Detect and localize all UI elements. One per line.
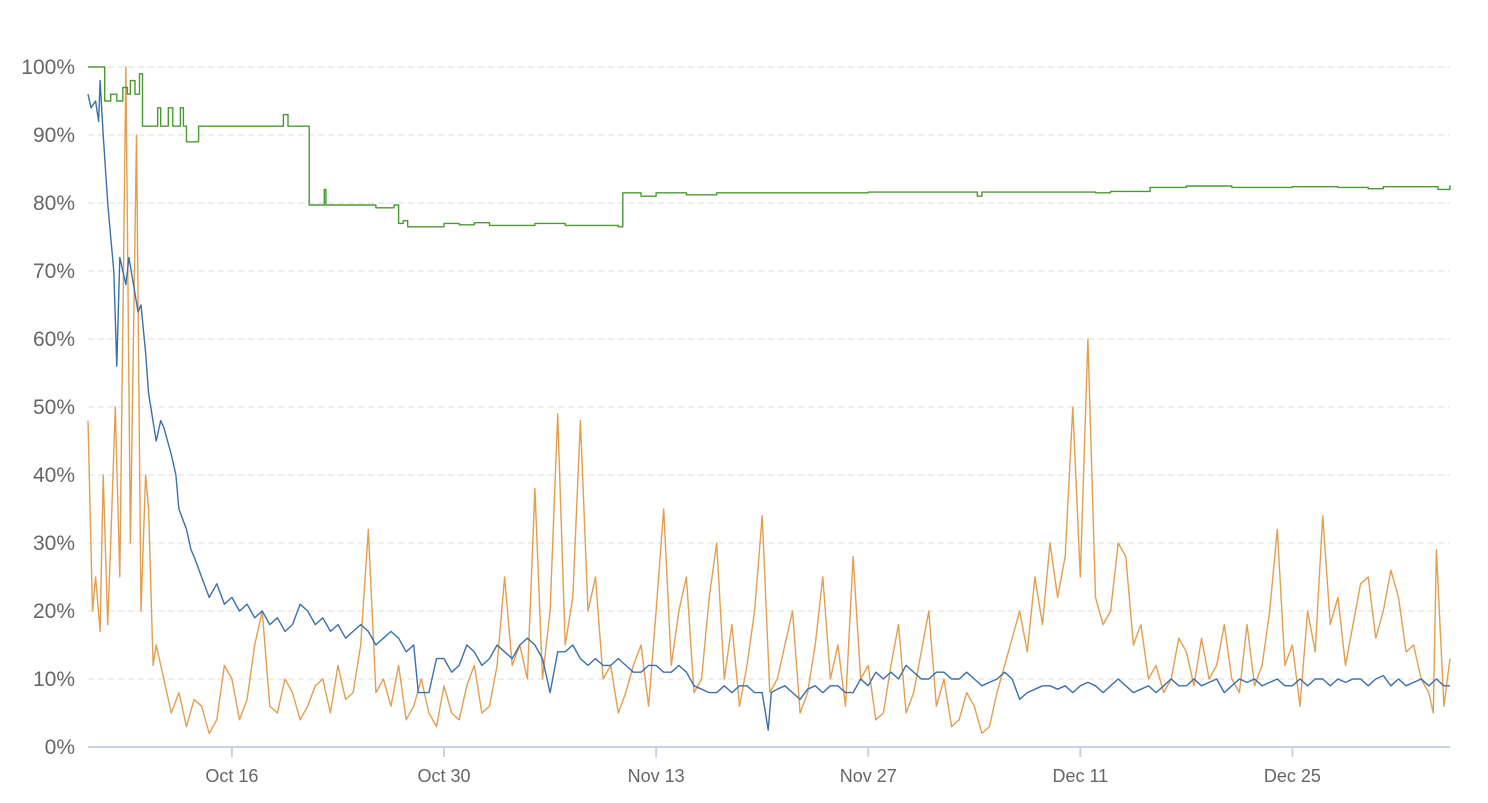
- x-tick-label: Dec 25: [1264, 766, 1321, 786]
- y-tick-label: 50%: [33, 396, 75, 419]
- x-tick-label: Nov 27: [840, 766, 897, 786]
- series-line-3: [88, 66, 1451, 228]
- y-tick-label: 90%: [33, 124, 75, 147]
- series-line-2: [87, 79, 1450, 731]
- y-tick-label: 70%: [33, 260, 75, 283]
- y-axis-labels: 0% 10% 20% 30% 40% 50% 60% 70% 80% 90% 100%: [21, 56, 75, 759]
- y-tick-label: 60%: [33, 328, 75, 351]
- y-tick-label: 20%: [33, 600, 75, 623]
- x-tick-label: Dec 11: [1052, 766, 1108, 786]
- y-tick-label: 30%: [33, 532, 75, 555]
- x-tick-label: Oct 30: [418, 766, 471, 786]
- y-tick-label: 10%: [33, 668, 75, 691]
- series-lines: [87, 66, 1451, 735]
- y-tick-label: 40%: [33, 464, 75, 487]
- x-tick-label: Oct 16: [205, 766, 258, 786]
- gridlines: [88, 66, 1450, 680]
- x-tick-label: Nov 13: [628, 766, 685, 786]
- y-tick-label: 0%: [45, 736, 75, 759]
- y-tick-label: 100%: [21, 56, 75, 79]
- x-axis-labels: Oct 16 Oct 30 Nov 13 Nov 27 Dec 11 Dec 25: [205, 747, 1321, 786]
- series-line-1: [87, 66, 1451, 735]
- y-tick-label: 80%: [33, 192, 75, 215]
